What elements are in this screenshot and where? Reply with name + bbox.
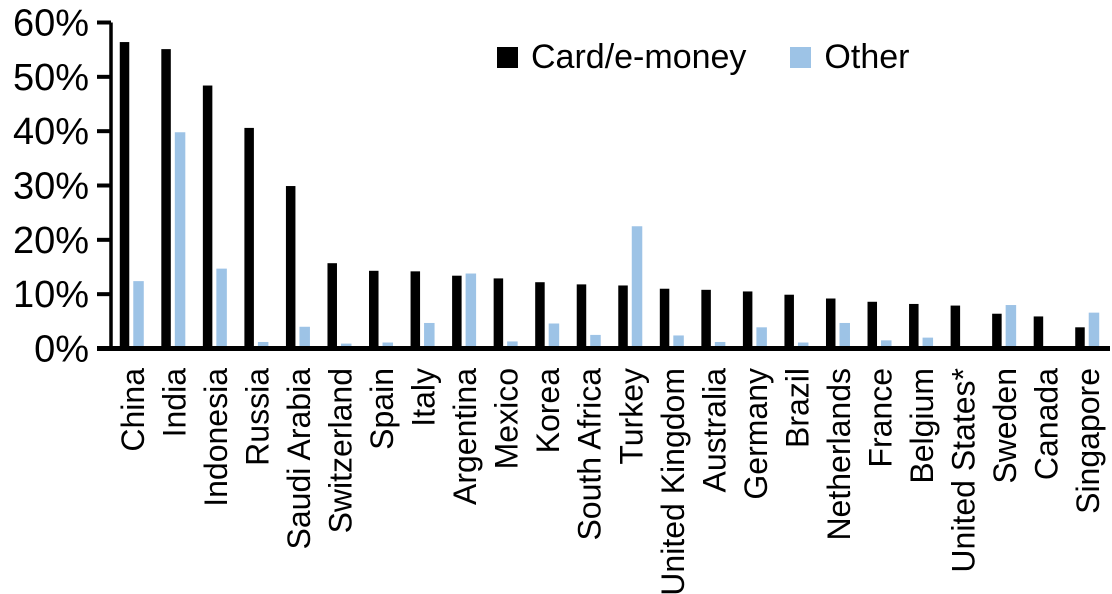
bar-card-e-money-united-kingdom	[659, 288, 670, 349]
card-e-money-swatch-icon	[497, 47, 518, 68]
x-category-label: France	[863, 368, 899, 468]
bar-card-e-money-italy	[410, 271, 421, 349]
x-category-label: Netherlands	[821, 368, 857, 541]
bar-card-e-money-china	[119, 42, 130, 349]
x-category-label: Brazil	[779, 368, 815, 448]
x-category-label: Singapore	[1070, 368, 1106, 514]
bar-other-italy	[424, 322, 435, 349]
bar-other-korea	[548, 323, 560, 349]
bar-other-turkey	[631, 226, 643, 349]
bar-card-e-money-indonesia	[202, 85, 213, 349]
y-tick-label: 30%	[13, 166, 89, 208]
bar-other-germany	[756, 327, 767, 349]
bar-other-russia	[257, 341, 269, 349]
x-category-label: Turkey	[613, 368, 649, 465]
bar-card-e-money-brazil	[784, 294, 794, 349]
bar-other-brazil	[797, 342, 809, 349]
bar-card-e-money-united-states	[950, 305, 961, 349]
legend-label-card-e-money: Card/e-money	[531, 38, 747, 76]
x-category-label: Spain	[364, 368, 400, 450]
bar-card-e-money-netherlands	[825, 298, 836, 349]
bar-other-sweden	[1005, 305, 1017, 349]
bar-card-e-money-singapore	[1075, 327, 1085, 349]
x-category-label: Switzerland	[322, 368, 358, 533]
y-tick-label: 10%	[13, 274, 89, 316]
bar-card-e-money-saudi-arabia	[285, 186, 296, 349]
bar-other-mexico	[507, 341, 518, 349]
bar-other-united-kingdom	[673, 335, 684, 349]
bar-other-australia	[714, 341, 726, 349]
bar-other-france	[881, 340, 892, 349]
x-category-label: South Africa	[572, 368, 608, 541]
bar-other-belgium	[922, 337, 934, 349]
bar-card-e-money-korea	[535, 282, 545, 349]
bar-card-e-money-germany	[742, 291, 753, 349]
bar-card-e-money-australia	[701, 289, 711, 349]
x-category-label: India	[156, 368, 192, 438]
bar-card-e-money-mexico	[493, 278, 504, 349]
legend-item-card-e-money: Card/e-money	[497, 38, 746, 77]
legend-label-other: Other	[824, 38, 910, 76]
x-category-label: Saudi Arabia	[281, 368, 317, 550]
x-category-label: Mexico	[489, 368, 525, 469]
x-category-label: Indonesia	[198, 368, 234, 507]
bar-card-e-money-argentina	[452, 275, 462, 349]
bar-card-e-money-russia	[244, 127, 254, 349]
bar-card-e-money-belgium	[909, 303, 919, 349]
chart-legend: Card/e-money Other	[497, 38, 909, 77]
bar-other-singapore	[1088, 312, 1100, 349]
x-category-label: Italy	[406, 368, 442, 427]
x-category-label: Sweden	[987, 368, 1023, 484]
y-tick-label: 20%	[13, 220, 89, 262]
x-category-label: United States*	[946, 368, 982, 573]
bar-card-e-money-spain	[369, 270, 379, 349]
x-category-label: Germany	[738, 368, 774, 500]
y-tick-label: 40%	[13, 111, 89, 153]
bar-other-saudi-arabia	[299, 326, 310, 349]
bar-other-china	[133, 281, 144, 349]
y-tick-label: 60%	[13, 3, 89, 45]
x-category-label: China	[115, 368, 151, 452]
bar-other-india	[174, 132, 186, 349]
bar-other-argentina	[465, 273, 477, 349]
bar-other-south-africa	[590, 334, 601, 349]
bar-card-e-money-india	[161, 49, 171, 349]
legend-item-other: Other	[790, 38, 909, 77]
bar-card-e-money-switzerland	[327, 263, 337, 349]
x-category-label: Argentina	[447, 368, 483, 505]
bar-card-e-money-sweden	[992, 313, 1002, 349]
x-category-label: Korea	[530, 368, 566, 454]
y-tick-label: 0%	[34, 329, 89, 371]
bar-other-spain	[382, 342, 394, 349]
bar-card-e-money-turkey	[618, 285, 628, 349]
bar-card-e-money-south-africa	[576, 284, 587, 349]
x-category-label: United Kingdom	[655, 368, 691, 594]
bar-other-netherlands	[839, 322, 850, 349]
bar-card-e-money-canada	[1033, 316, 1044, 349]
bar-card-e-money-france	[867, 301, 878, 349]
y-tick-label: 50%	[13, 57, 89, 99]
bar-other-indonesia	[216, 268, 227, 349]
x-category-label: Canada	[1029, 368, 1065, 480]
x-category-label: Australia	[696, 368, 732, 493]
other-swatch-icon	[790, 47, 812, 68]
x-category-label: Belgium	[904, 368, 940, 484]
x-category-label: Russia	[239, 368, 275, 466]
